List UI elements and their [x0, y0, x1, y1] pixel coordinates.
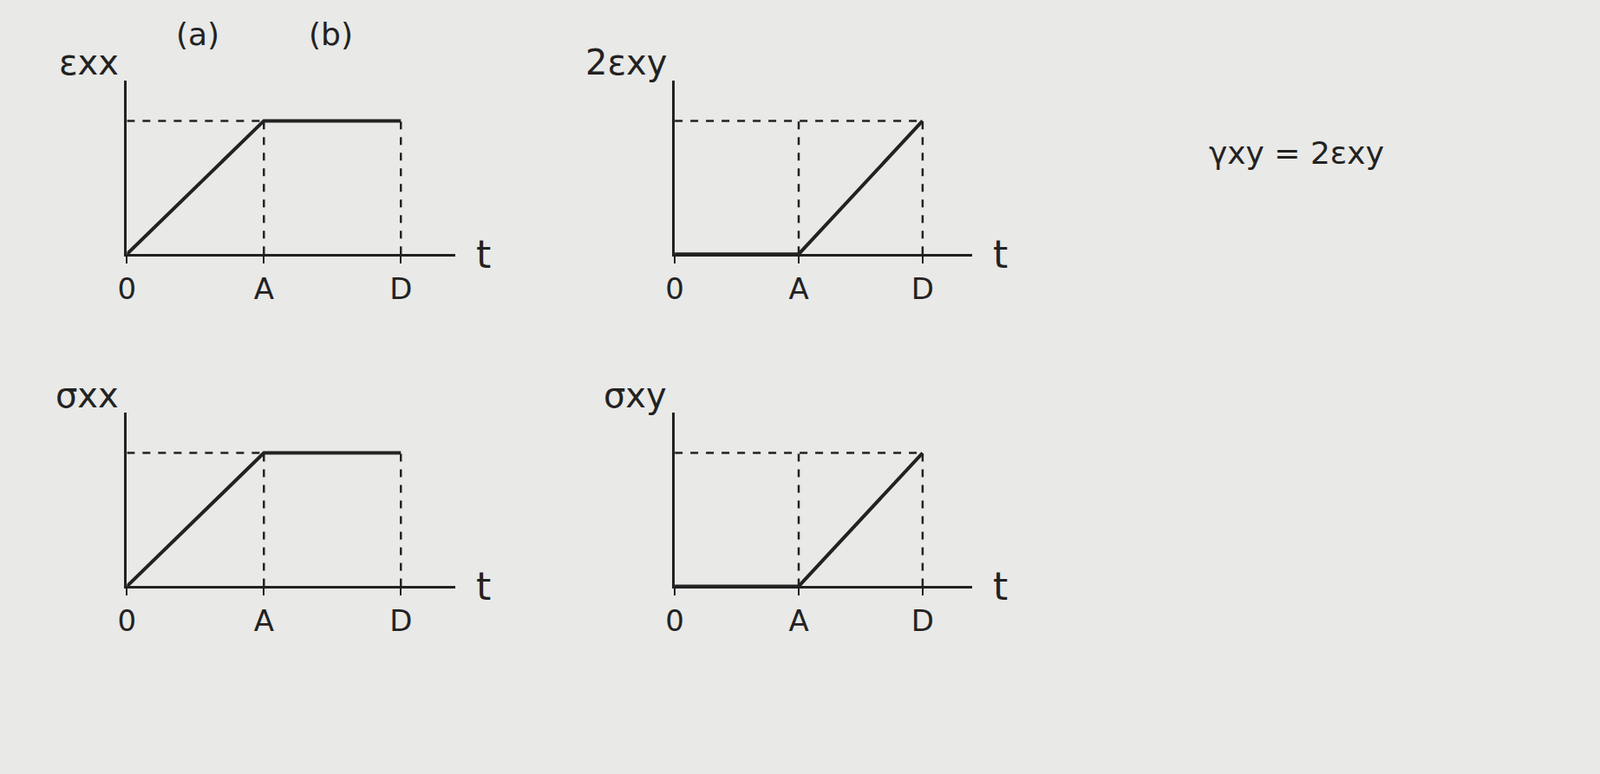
svg-text:t: t: [992, 564, 1008, 609]
svg-text:D: D: [911, 271, 934, 307]
svg-text:(b): (b): [308, 16, 353, 53]
svg-text:(a): (a): [176, 16, 220, 53]
svg-text:t: t: [992, 232, 1008, 277]
svg-text:0: 0: [117, 603, 138, 639]
svg-text:0: 0: [665, 271, 685, 307]
svg-text:D: D: [911, 603, 934, 639]
svg-text:2εxy: 2εxy: [585, 42, 667, 83]
svg-text:D: D: [389, 271, 412, 307]
svg-text:εxx: εxx: [58, 42, 119, 83]
svg-text:D: D: [389, 603, 412, 639]
svg-text:t: t: [476, 564, 491, 609]
svg-text:γxy = 2εxy: γxy = 2εxy: [1208, 135, 1385, 171]
svg-text:A: A: [254, 271, 275, 307]
svg-text:σxy: σxy: [603, 375, 667, 416]
svg-text:A: A: [254, 603, 275, 639]
svg-text:A: A: [788, 603, 809, 639]
svg-text:A: A: [788, 271, 809, 307]
svg-text:σxx: σxx: [55, 375, 119, 416]
svg-text:0: 0: [665, 603, 685, 639]
svg-text:0: 0: [117, 271, 138, 307]
svg-text:t: t: [476, 232, 491, 277]
